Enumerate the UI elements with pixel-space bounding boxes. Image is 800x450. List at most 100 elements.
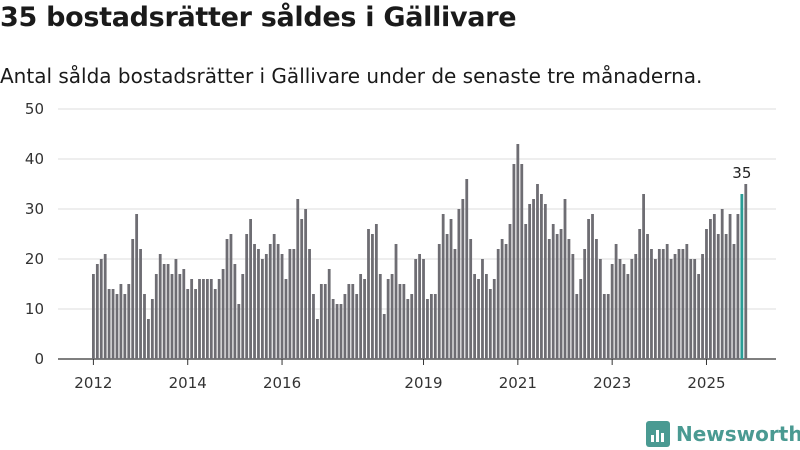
bar [257, 249, 260, 359]
bar [162, 264, 166, 359]
y-tick-label: 20 [25, 250, 44, 268]
y-tick-label: 30 [25, 200, 44, 218]
highlight-bar [740, 194, 744, 359]
bar [351, 284, 355, 359]
bar [319, 284, 323, 359]
bar [213, 289, 217, 359]
x-tick-label: 2012 [74, 374, 112, 392]
bar [669, 259, 673, 359]
x-tick-label: 2025 [687, 374, 725, 392]
bar [111, 289, 115, 359]
bar [429, 294, 433, 359]
bar [331, 299, 335, 359]
bar [233, 264, 237, 359]
bar [610, 264, 614, 359]
bar [595, 239, 598, 359]
bar [143, 294, 146, 359]
bar [253, 244, 256, 359]
bar [630, 259, 634, 359]
page-title: 35 bostadsrätter såldes i Gällivare [0, 2, 517, 33]
bar [551, 224, 555, 359]
bar [736, 214, 740, 359]
bar [410, 294, 414, 359]
bar [190, 279, 194, 359]
bar [139, 249, 142, 359]
bar [543, 204, 547, 359]
bar [323, 284, 327, 359]
newsworthy-brand[interactable]: Newsworthy [646, 420, 800, 448]
bar [300, 219, 304, 359]
bar [650, 249, 653, 359]
bar [249, 219, 252, 359]
y-tick-label: 50 [25, 100, 44, 118]
bar [347, 284, 351, 359]
bar [606, 294, 610, 359]
bar [343, 294, 347, 359]
bar [225, 239, 229, 359]
bar [402, 284, 406, 359]
bar [720, 209, 724, 359]
bar [701, 254, 704, 359]
bar [268, 244, 272, 359]
bar [744, 184, 748, 359]
bar [563, 199, 567, 359]
bar [540, 194, 543, 359]
x-tick-label: 2019 [404, 374, 442, 392]
bar [433, 294, 437, 359]
bar [426, 299, 429, 359]
bar [492, 279, 496, 359]
bar [473, 274, 477, 359]
bar [724, 234, 728, 359]
annotations: 35 [732, 164, 751, 182]
bar [304, 209, 308, 359]
bar [386, 279, 390, 359]
bar [512, 164, 516, 359]
bar [284, 279, 288, 359]
bar [445, 234, 449, 359]
bar [312, 294, 315, 359]
bar [205, 279, 209, 359]
bar [547, 239, 551, 359]
bar [661, 249, 665, 359]
bar [367, 229, 370, 359]
x-tick-label: 2023 [593, 374, 631, 392]
bar [469, 239, 473, 359]
bar [217, 279, 221, 359]
bar [496, 249, 500, 359]
bar [614, 244, 618, 359]
bar [591, 214, 594, 359]
bar [406, 299, 410, 359]
y-tick-label: 0 [34, 350, 44, 368]
bar [583, 249, 587, 359]
bar [327, 269, 331, 359]
bar [697, 274, 701, 359]
bar [681, 249, 685, 359]
bar [634, 254, 638, 359]
bar [335, 304, 339, 359]
bar [488, 289, 492, 359]
bar [147, 319, 150, 359]
bar [508, 224, 512, 359]
bar [150, 299, 154, 359]
bar [280, 254, 284, 359]
x-tick-label: 2014 [169, 374, 207, 392]
bar [477, 279, 480, 359]
bar [673, 254, 677, 359]
bar [457, 209, 461, 359]
bar [728, 214, 732, 359]
bar [642, 194, 645, 359]
bar [245, 234, 249, 359]
bar [437, 244, 441, 359]
x-tick-label: 2016 [263, 374, 301, 392]
bar [390, 274, 394, 359]
bar [174, 259, 178, 359]
y-tick-label: 10 [25, 300, 44, 318]
bar [705, 229, 708, 359]
bar [292, 249, 296, 359]
bar [260, 259, 264, 359]
bar [685, 244, 689, 359]
bar [618, 259, 622, 359]
bars [92, 144, 748, 359]
bar [186, 289, 190, 359]
y-tick-label: 40 [25, 150, 44, 168]
